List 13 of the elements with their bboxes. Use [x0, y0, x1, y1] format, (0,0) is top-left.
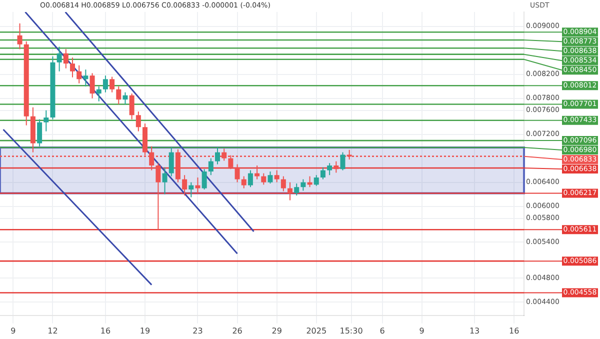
x-tick-label: 15:30: [340, 326, 363, 336]
x-tick-label: 23: [192, 326, 203, 336]
x-tick-label: 16: [509, 326, 520, 336]
x-tick-label: 19: [140, 326, 150, 336]
x-tick-label: 16: [100, 326, 111, 336]
x-tick-label: 6: [380, 326, 385, 336]
x-tick-label: 9: [419, 326, 424, 336]
x-tick-label: 9: [10, 326, 16, 336]
x-tick-label: 12: [48, 326, 58, 336]
x-tick-label: 29: [272, 326, 282, 336]
x-tick-label: 26: [232, 326, 242, 336]
x-tick-label: 13: [469, 326, 480, 336]
x-tick-label: 2025: [306, 326, 327, 336]
